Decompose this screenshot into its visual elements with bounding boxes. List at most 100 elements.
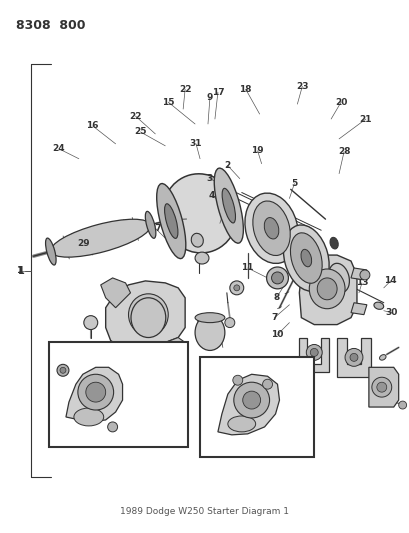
Ellipse shape [328,263,348,293]
Polygon shape [66,367,122,422]
Circle shape [371,377,391,397]
Text: 24: 24 [52,144,65,154]
Circle shape [292,410,306,424]
Ellipse shape [291,377,303,387]
Ellipse shape [74,408,103,426]
Text: 21: 21 [359,115,371,124]
Ellipse shape [252,201,290,255]
Ellipse shape [128,294,168,336]
Ellipse shape [329,237,337,249]
Circle shape [242,391,260,409]
Circle shape [78,374,113,410]
Text: 20: 20 [334,98,346,107]
Text: 13: 13 [355,278,367,287]
Text: 1: 1 [16,266,22,276]
Text: 3: 3 [206,174,213,183]
Ellipse shape [308,269,344,309]
Text: 9: 9 [206,93,213,102]
Circle shape [288,388,296,396]
Circle shape [310,349,317,357]
Polygon shape [299,337,328,372]
Ellipse shape [222,188,235,223]
Text: 25: 25 [134,127,146,136]
Ellipse shape [162,174,237,253]
Circle shape [233,382,269,418]
Text: 4: 4 [208,191,215,200]
Ellipse shape [373,302,383,309]
Polygon shape [368,367,398,407]
Circle shape [349,353,357,361]
Circle shape [398,401,406,409]
Text: 1: 1 [18,266,25,276]
Polygon shape [120,337,185,365]
Circle shape [60,367,66,373]
Polygon shape [350,303,366,314]
Text: 27: 27 [148,224,161,233]
Circle shape [83,316,97,329]
Ellipse shape [227,416,255,432]
Text: 28: 28 [337,147,349,156]
Circle shape [224,318,234,328]
Circle shape [359,270,369,280]
Text: 5: 5 [290,179,297,188]
Ellipse shape [266,267,288,289]
Circle shape [57,365,69,376]
Ellipse shape [156,183,185,259]
Text: 22: 22 [178,85,191,94]
Text: 15: 15 [162,98,174,107]
Ellipse shape [271,272,283,284]
Text: 7: 7 [271,313,277,322]
Ellipse shape [317,278,336,300]
Circle shape [376,382,386,392]
Polygon shape [101,278,130,308]
Ellipse shape [51,219,151,257]
Ellipse shape [195,313,224,322]
Text: 18: 18 [239,85,252,94]
Text: 17: 17 [211,88,224,96]
Circle shape [233,285,239,291]
Circle shape [229,281,243,295]
Polygon shape [299,255,356,325]
Text: 23: 23 [295,82,308,91]
Text: 10: 10 [271,330,283,339]
Ellipse shape [145,212,155,238]
Circle shape [306,344,321,360]
Text: 32: 32 [127,376,139,385]
Text: 31: 31 [189,139,202,148]
Ellipse shape [45,238,56,265]
Bar [200,358,313,457]
Circle shape [262,379,272,389]
Text: 26: 26 [218,204,231,213]
Text: 8308  800: 8308 800 [16,19,85,31]
Ellipse shape [195,314,224,350]
Ellipse shape [244,193,297,263]
Ellipse shape [136,302,160,328]
Text: 29: 29 [77,239,90,248]
Text: 19: 19 [251,146,263,155]
Text: 11: 11 [241,263,253,272]
Ellipse shape [290,233,321,284]
Ellipse shape [191,233,203,247]
Text: 2: 2 [224,161,230,170]
Ellipse shape [164,204,178,238]
Text: 30: 30 [384,308,397,317]
Ellipse shape [214,168,243,243]
Circle shape [344,349,362,366]
Ellipse shape [195,252,209,264]
Text: 35: 35 [206,373,219,382]
Polygon shape [336,337,370,377]
Polygon shape [217,374,279,435]
Text: 12: 12 [307,270,320,279]
Text: 16: 16 [86,122,99,131]
Text: 8: 8 [273,293,279,302]
Circle shape [232,375,242,385]
Bar [49,343,188,447]
Circle shape [85,382,106,402]
Ellipse shape [379,354,385,360]
Ellipse shape [283,225,328,291]
Text: 6: 6 [271,199,277,208]
Ellipse shape [300,249,311,267]
Ellipse shape [131,298,165,337]
Polygon shape [350,268,366,280]
Text: 33: 33 [61,363,74,372]
